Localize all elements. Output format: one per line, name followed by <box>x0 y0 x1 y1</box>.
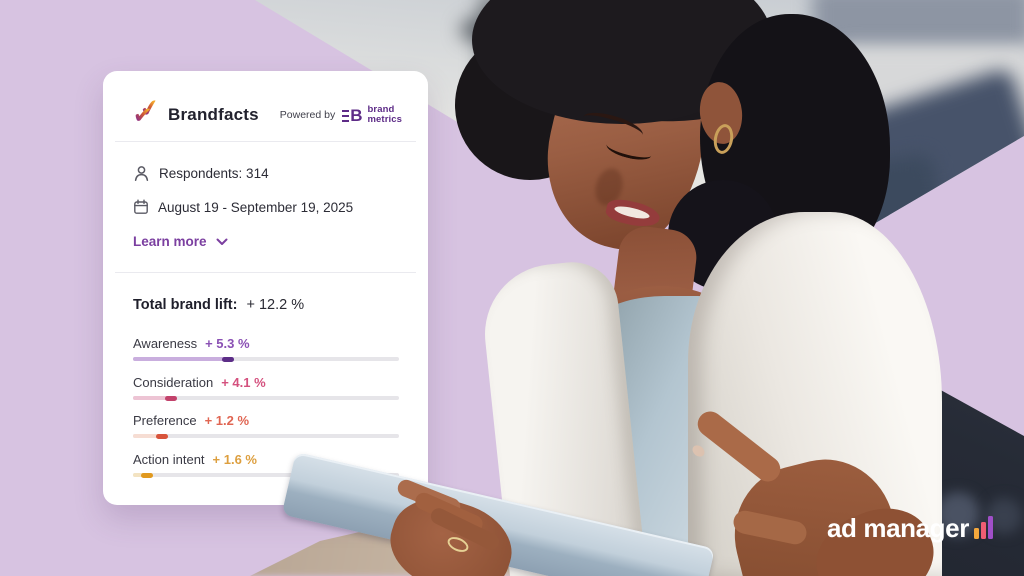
total-brand-lift-row: Total brand lift: + 12.2 % <box>133 297 304 313</box>
brandmetrics-wordmark: brand metrics <box>367 104 402 125</box>
teeth <box>613 204 651 221</box>
metric-bar-track <box>133 433 399 439</box>
ad-manager-logo: ad manager <box>827 515 993 541</box>
date-range-text: August 19 - September 19, 2025 <box>158 199 354 215</box>
metric-bar-track <box>133 356 399 362</box>
fingernail <box>690 443 707 459</box>
calendar-icon <box>133 199 149 215</box>
divider <box>115 272 416 273</box>
street-lamp-head <box>460 16 516 44</box>
metric-bar-fill <box>133 357 234 361</box>
metric-value: + 5.3 % <box>205 336 250 351</box>
bar-chart-icon <box>973 515 993 539</box>
powered-by-block: Powered by B brand metrics <box>280 105 402 125</box>
date-range-row: August 19 - September 19, 2025 <box>133 199 402 215</box>
street-pole <box>480 0 502 94</box>
building-band-dark <box>812 0 1024 52</box>
metric-bar-fill <box>133 396 177 400</box>
brandfacts-card: ✔ ✔ Brandfacts Powered by B brand metric… <box>103 71 428 505</box>
metric-row-preference: Preference + 1.2 % <box>133 413 399 439</box>
respondents-row: Respondents: 314 <box>133 165 402 182</box>
metric-bar-track <box>133 472 399 478</box>
metric-value: + 1.2 % <box>204 413 250 428</box>
powered-by-label: Powered by <box>279 109 336 121</box>
metric-row-action-intent: Action intent + 1.6 % <box>133 452 399 478</box>
metric-row-awareness: Awareness + 5.3 % <box>133 336 399 362</box>
brandmetrics-b-icon: B <box>342 105 363 125</box>
metric-label: Preference <box>133 413 197 428</box>
learn-more-label: Learn more <box>133 234 207 249</box>
metric-bar-marker <box>155 433 168 439</box>
learn-more-button[interactable]: Learn more <box>133 234 228 249</box>
metric-bar-marker <box>221 356 234 362</box>
respondents-text: Respondents: 314 <box>159 166 269 181</box>
double-checkmark-icon: ✔ ✔ <box>133 94 165 129</box>
foliage-blur-dark <box>545 148 617 232</box>
ad-manager-wordmark: ad manager <box>827 513 969 543</box>
metric-label: Consideration <box>133 375 214 390</box>
metric-label: Action intent <box>133 452 205 467</box>
total-brand-lift-label: Total brand lift: <box>133 297 238 313</box>
card-title: Brandfacts <box>168 105 259 124</box>
right-thumb <box>731 508 809 547</box>
neck <box>610 223 700 329</box>
total-brand-lift-value: + 12.2 % <box>246 297 305 313</box>
metric-bar-marker <box>164 395 177 401</box>
necklace-pendant <box>662 304 677 321</box>
metric-bar-track <box>133 395 399 401</box>
metric-value: + 4.1 % <box>221 375 266 390</box>
card-header: ✔ ✔ Brandfacts Powered by B brand metric… <box>133 94 402 131</box>
gold-necklace <box>628 256 726 330</box>
divider <box>115 141 416 142</box>
chevron-down-icon <box>216 238 228 245</box>
metric-row-consideration: Consideration + 4.1 % <box>133 375 399 401</box>
brandmetrics-logo: B brand metrics <box>342 105 402 125</box>
right-index-finger <box>692 406 786 487</box>
metric-label: Awareness <box>133 336 198 351</box>
person-icon <box>133 165 150 182</box>
chest <box>586 286 738 378</box>
metric-bar-marker <box>140 472 153 478</box>
metric-bar-fill <box>133 434 168 438</box>
metric-value: + 1.6 % <box>212 452 257 467</box>
red-smudge <box>830 188 848 220</box>
